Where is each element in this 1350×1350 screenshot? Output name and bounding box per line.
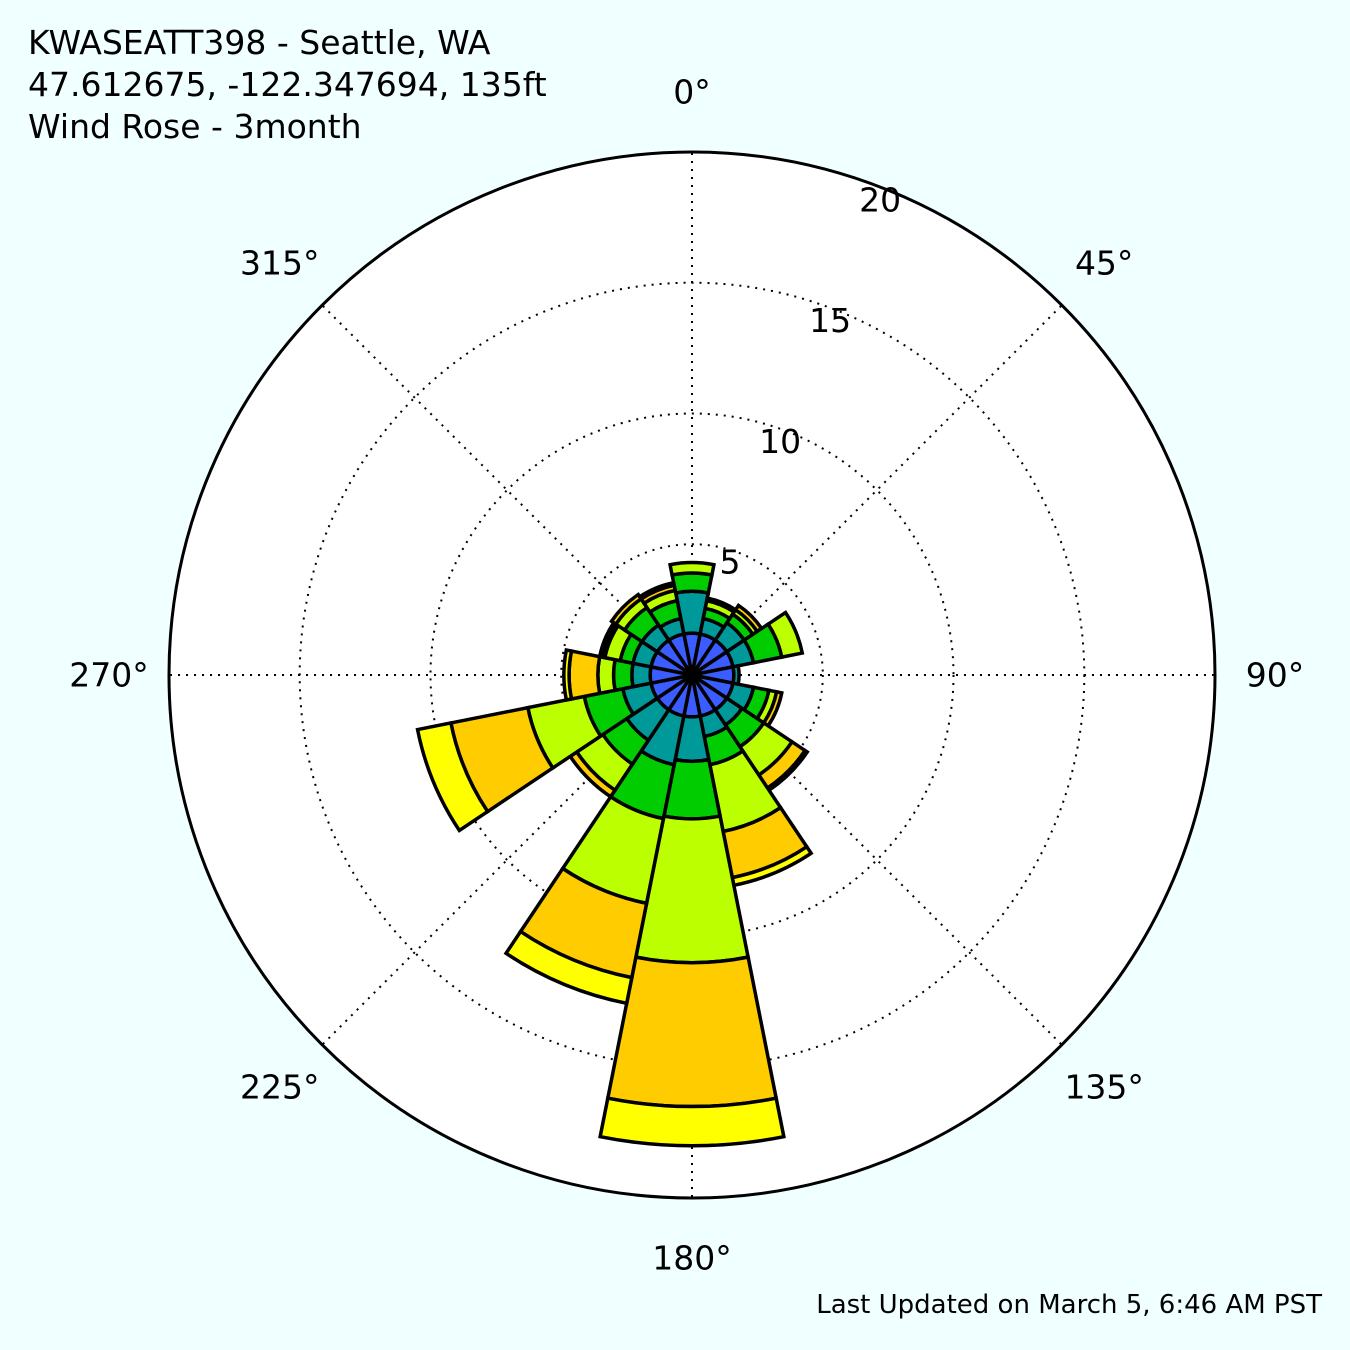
wind-rose-bar-67.5-bin-3 [765,610,805,660]
station-title: KWASEATT398 - Seattle, WA [28,23,491,62]
radius-tick-label: 15 [809,301,851,340]
angle-tick-label: 45° [1075,243,1134,282]
chart-subtitle: Wind Rose - 3month [28,107,362,146]
radius-tick-label: 10 [759,422,801,461]
angle-tick-label: 315° [240,243,320,282]
station-coordinates: 47.612675, -122.347694, 135ft [28,65,547,104]
angle-tick-label: 270° [69,656,149,695]
wind-rose-bar-180-bin-5 [598,1096,786,1148]
wind-rose-bar-0-bin-3 [668,560,716,578]
wind-rose-bar-0-bin-2 [670,571,714,595]
last-updated-text: Last Updated on March 5, 6:46 AM PST [816,1290,1322,1320]
wind-rose-bar-337.5-bin-5 [637,580,677,602]
radius-tick-label: 5 [720,543,741,582]
wind-rose-bar-247.5-bin-5 [415,720,491,833]
wind-rose-bar-90-bin-1 [730,663,741,687]
wind-rose-bar-315-bin-4 [609,592,644,627]
radius-gridline [429,412,955,938]
radius-tick-label: 20 [859,180,901,219]
angle-tick-label: 225° [240,1068,320,1107]
chart-title-block: KWASEATT398 - Seattle, WA 47.612675, -12… [28,22,547,148]
angle-tick-label: 180° [652,1239,732,1278]
wind-rose-bar-270-bin-4 [567,648,602,702]
angle-tick-label: 90° [1246,656,1305,695]
radius-gridline [560,543,824,807]
angle-tick-label: 135° [1064,1068,1144,1107]
angle-tick-label: 0° [673,73,711,112]
polar-frame [167,150,1217,1200]
wind-rose-bar-270-bin-5 [562,647,574,703]
wind-rose-bar-202.5-bin-5 [503,929,634,1006]
radius-gridline [298,281,1086,1069]
